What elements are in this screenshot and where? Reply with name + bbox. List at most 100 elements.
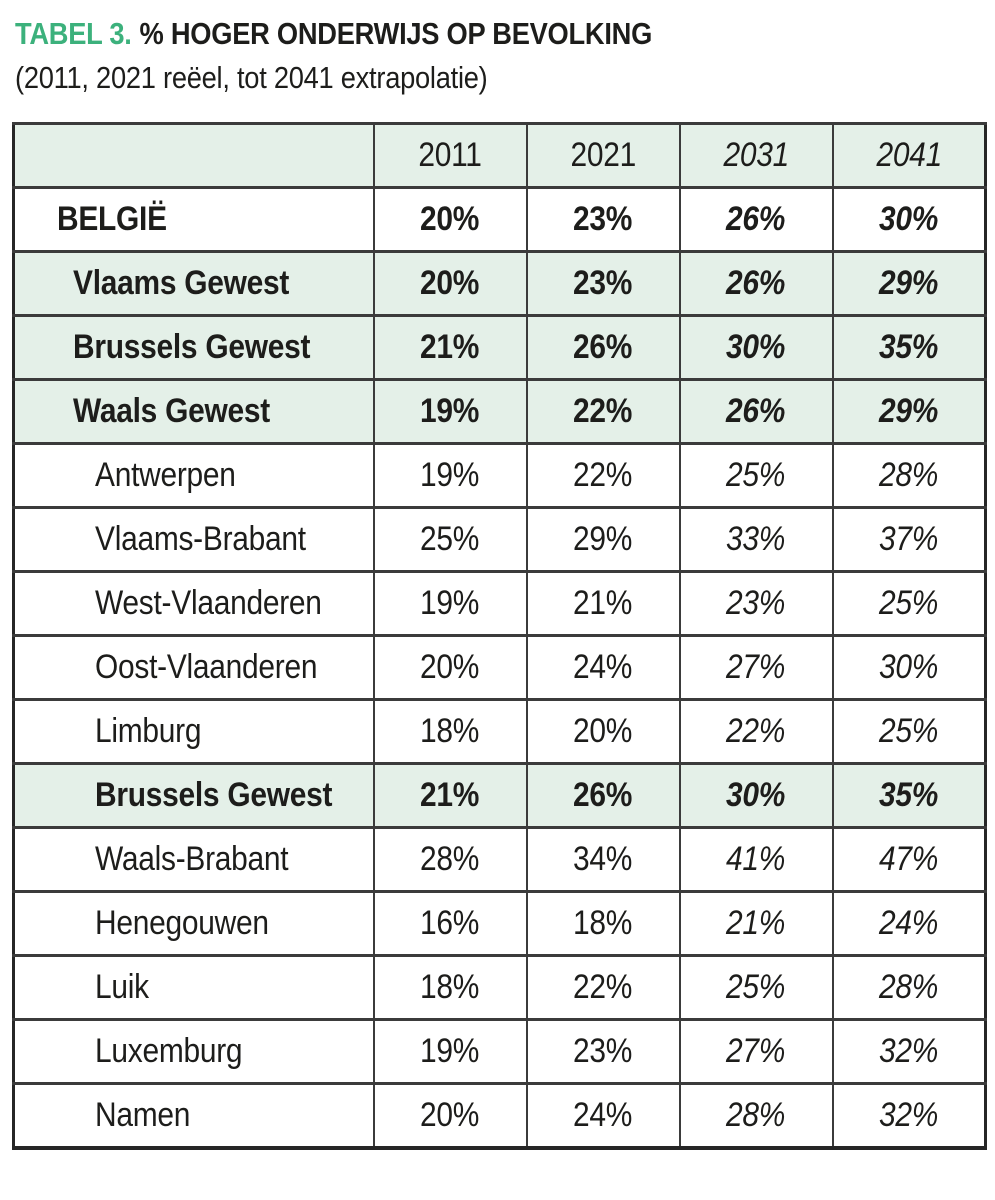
table-number-label: TABEL 3. <box>15 16 132 51</box>
value-cell: 21% <box>525 570 681 637</box>
table-row: Brussels Gewest 21% 26% 30% 35% <box>12 314 987 381</box>
value-cell: 20% <box>372 634 528 701</box>
percentage-value: 22% <box>726 712 786 750</box>
percentage-value: 20% <box>420 264 480 302</box>
value-cell: 26% <box>525 314 681 381</box>
value-cell: 19% <box>372 1018 528 1085</box>
value-cell: 16% <box>372 890 528 957</box>
row-label-cell: Waals-Brabant <box>12 826 375 893</box>
row-label: Namen <box>95 1096 191 1134</box>
title-line: TABEL 3.% HOGER ONDERWIJS OP BEVOLKING <box>15 12 652 56</box>
value-cell: 21% <box>678 890 834 957</box>
percentage-value: 19% <box>420 584 480 622</box>
table-row: Waals Gewest 19% 22% 26% 29% <box>12 378 987 445</box>
percentage-value: 20% <box>573 712 633 750</box>
table-row: Antwerpen 19% 22% 25% 28% <box>12 442 987 509</box>
table-title: TABEL 3.% HOGER ONDERWIJS OP BEVOLKING <box>15 12 995 56</box>
value-cell: 34% <box>525 826 681 893</box>
percentage-value: 37% <box>879 520 939 558</box>
value-cell: 35% <box>831 762 987 829</box>
row-label-cell: Henegouwen <box>12 890 375 957</box>
value-cell: 29% <box>525 506 681 573</box>
percentage-value: 47% <box>879 840 939 878</box>
row-label: West-Vlaanderen <box>95 584 322 622</box>
value-cell: 23% <box>678 570 834 637</box>
percentage-value: 21% <box>420 328 480 366</box>
value-cell: 22% <box>525 378 681 445</box>
percentage-value: 25% <box>726 968 786 1006</box>
header-label: 2011 <box>418 136 482 174</box>
value-cell: 35% <box>831 314 987 381</box>
corner-cell <box>12 122 375 189</box>
row-label: Antwerpen <box>95 456 236 494</box>
value-cell: 26% <box>678 378 834 445</box>
header-label: 2021 <box>570 136 636 174</box>
row-label: Brussels Gewest <box>73 328 311 366</box>
value-cell: 28% <box>831 442 987 509</box>
value-cell: 19% <box>372 442 528 509</box>
percentage-value: 23% <box>573 1032 633 1070</box>
percentage-value: 26% <box>573 776 633 814</box>
table-subtitle: (2011, 2021 reëel, tot 2041 extrapolatie… <box>15 56 995 100</box>
row-label: Luik <box>95 968 149 1006</box>
value-cell: 28% <box>831 954 987 1021</box>
value-cell: 23% <box>525 250 681 317</box>
row-label-cell: Brussels Gewest <box>12 314 375 381</box>
table-header: 2011 2021 2031 2041 <box>12 122 987 189</box>
value-cell: 21% <box>372 762 528 829</box>
value-cell: 28% <box>372 826 528 893</box>
percentage-value: 33% <box>726 520 786 558</box>
percentage-value: 22% <box>573 968 633 1006</box>
value-cell: 20% <box>372 186 528 253</box>
header-label: 2031 <box>723 136 789 174</box>
row-label: Vlaams-Brabant <box>95 520 306 558</box>
percentage-value: 25% <box>879 712 939 750</box>
percentage-value: 19% <box>420 392 480 430</box>
row-label-cell: Oost-Vlaanderen <box>12 634 375 701</box>
table-row: Vlaams Gewest 20% 23% 26% 29% <box>12 250 987 317</box>
value-cell: 18% <box>525 890 681 957</box>
percentage-value: 23% <box>573 264 633 302</box>
value-cell: 37% <box>831 506 987 573</box>
percentage-value: 21% <box>573 584 633 622</box>
value-cell: 32% <box>831 1082 987 1150</box>
percentage-value: 23% <box>726 584 786 622</box>
row-label-cell: West-Vlaanderen <box>12 570 375 637</box>
percentage-value: 21% <box>726 904 786 942</box>
row-label: Waals-Brabant <box>95 840 289 878</box>
percentage-value: 26% <box>726 200 786 238</box>
row-label: BELGIË <box>57 200 167 238</box>
value-cell: 47% <box>831 826 987 893</box>
percentage-value: 32% <box>879 1032 939 1070</box>
value-cell: 29% <box>831 378 987 445</box>
percentage-value: 21% <box>420 776 480 814</box>
percentage-value: 26% <box>573 328 633 366</box>
year-column-header: 2021 <box>525 122 681 189</box>
row-label-cell: Luxemburg <box>12 1018 375 1085</box>
value-cell: 27% <box>678 634 834 701</box>
percentage-value: 32% <box>879 1096 939 1134</box>
value-cell: 23% <box>525 1018 681 1085</box>
percentage-value: 30% <box>879 200 939 238</box>
value-cell: 19% <box>372 570 528 637</box>
value-cell: 25% <box>678 442 834 509</box>
percentage-value: 22% <box>573 392 633 430</box>
value-cell: 19% <box>372 378 528 445</box>
data-table: 2011 2021 2031 2041 BELGIË 20% 23% 26% 30% Vlaam… <box>12 122 987 1150</box>
percentage-value: 24% <box>573 1096 633 1134</box>
table-row: West-Vlaanderen 19% 21% 23% 25% <box>12 570 987 637</box>
title-text: % HOGER ONDERWIJS OP BEVOLKING <box>139 16 653 51</box>
percentage-value: 34% <box>573 840 633 878</box>
percentage-value: 28% <box>879 456 939 494</box>
value-cell: 25% <box>678 954 834 1021</box>
percentage-value: 41% <box>726 840 786 878</box>
row-label: Henegouwen <box>95 904 269 942</box>
percentage-value: 26% <box>726 392 786 430</box>
value-cell: 24% <box>831 890 987 957</box>
value-cell: 23% <box>525 186 681 253</box>
row-label-cell: BELGIË <box>12 186 375 253</box>
value-cell: 20% <box>372 1082 528 1150</box>
row-label: Oost-Vlaanderen <box>95 648 318 686</box>
table-row: Namen 20% 24% 28% 32% <box>12 1082 987 1150</box>
value-cell: 30% <box>831 634 987 701</box>
